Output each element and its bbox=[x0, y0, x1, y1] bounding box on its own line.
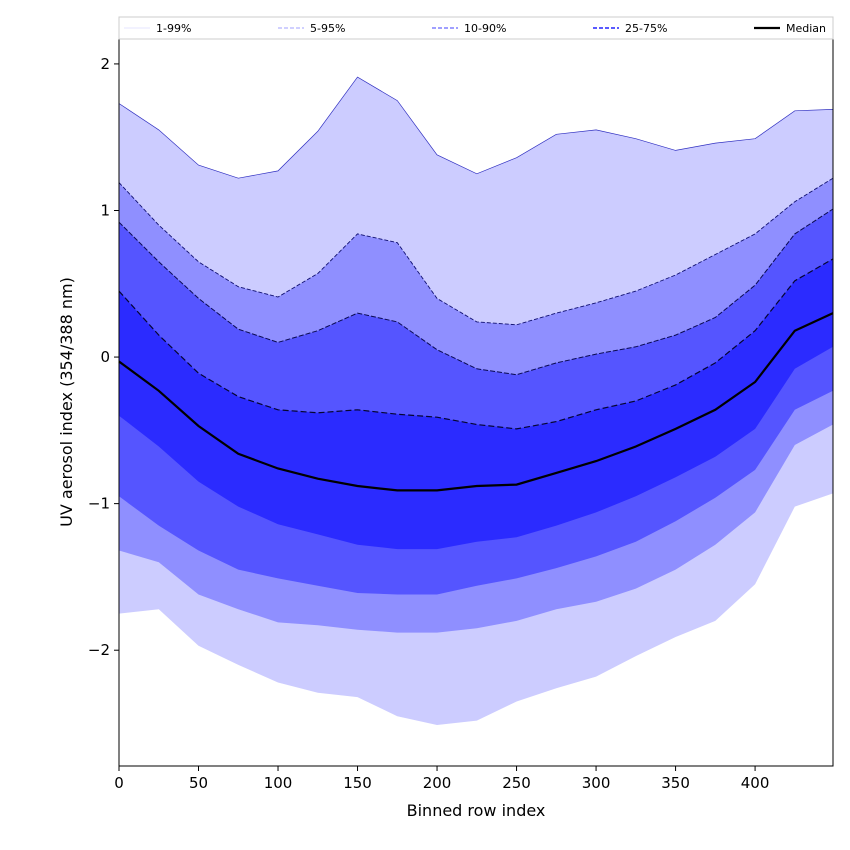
x-tick-label: 400 bbox=[741, 774, 770, 792]
line-p99 bbox=[118, 76, 834, 179]
line-p75 bbox=[118, 258, 834, 430]
legend-label: 10-90% bbox=[464, 22, 506, 35]
line-p95 bbox=[118, 177, 834, 326]
x-tick-label: 100 bbox=[264, 774, 293, 792]
legend-label: 1-99% bbox=[156, 22, 191, 35]
x-tick-label: 300 bbox=[582, 774, 611, 792]
y-tick-label: 2 bbox=[100, 55, 110, 73]
x-axis-label: Binned row index bbox=[407, 801, 546, 820]
line-median bbox=[118, 312, 834, 492]
x-tick-label: 150 bbox=[343, 774, 372, 792]
x-tick-label: 350 bbox=[661, 774, 690, 792]
y-tick-label: 0 bbox=[100, 348, 110, 366]
percentile-lines bbox=[118, 76, 834, 492]
y-tick-label: 1 bbox=[100, 201, 110, 219]
band-p25-75 bbox=[119, 258, 833, 550]
y-axis: −2 −1 0 1 2 bbox=[88, 55, 119, 659]
x-tick-label: 0 bbox=[114, 774, 124, 792]
y-tick-label: −1 bbox=[88, 495, 110, 513]
y-tick-label: −2 bbox=[88, 641, 110, 659]
x-tick-label: 200 bbox=[423, 774, 452, 792]
legend-box bbox=[118, 16, 834, 40]
legend: 1-99% 5-95% 10-90% 25-75% Median bbox=[118, 16, 834, 40]
y-axis-label: UV aerosol index (354/388 nm) bbox=[57, 277, 76, 527]
x-axis: 0 50 100 150 200 250 300 350 400 bbox=[114, 766, 769, 792]
x-tick-label: 50 bbox=[189, 774, 208, 792]
x-tick-label: 250 bbox=[502, 774, 531, 792]
legend-label: 5-95% bbox=[310, 22, 345, 35]
legend-label: 25-75% bbox=[625, 22, 667, 35]
line-p90 bbox=[118, 208, 834, 376]
percentile-bands bbox=[119, 77, 833, 726]
legend-label: Median bbox=[786, 22, 826, 35]
